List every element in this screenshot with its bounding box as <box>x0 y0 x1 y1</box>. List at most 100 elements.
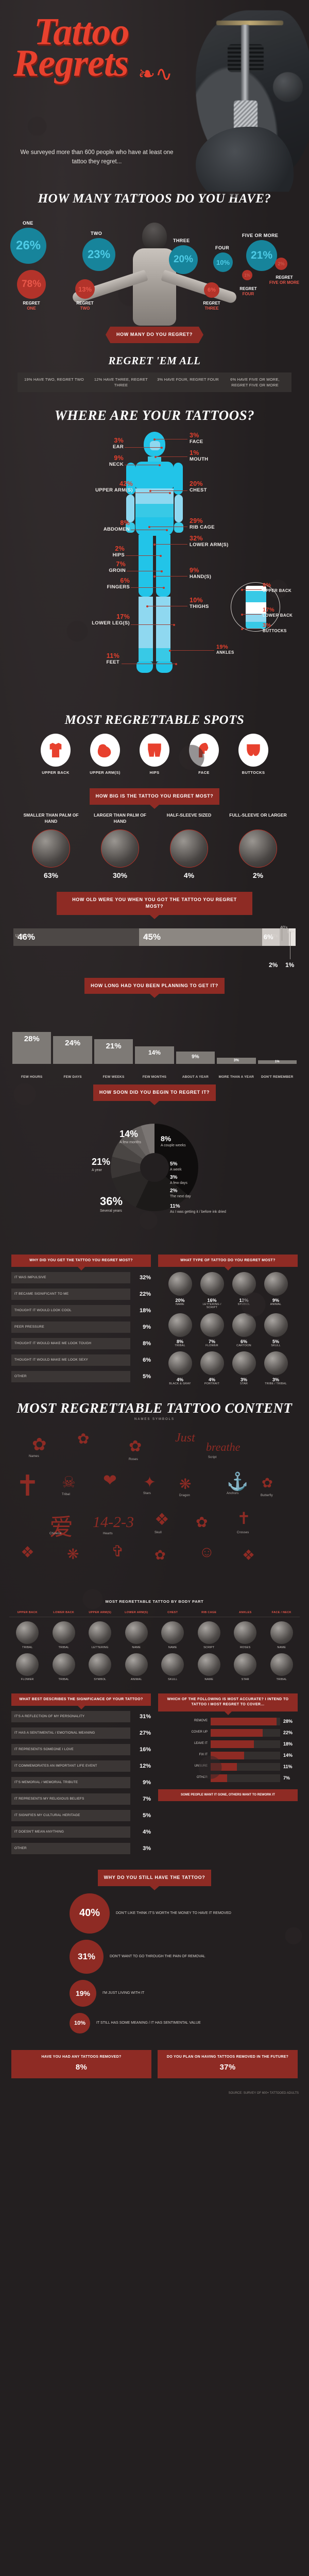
type-cell-3: 9% ANIMAL <box>262 1272 290 1309</box>
regret-all-item-3: 6% HAVE FIVE OR MORE, REGRET FIVE OR MOR… <box>230 377 280 387</box>
where-left-7: 17% LOWER LEG(S) <box>92 613 130 626</box>
bpg-photo <box>197 1653 220 1676</box>
bpg-cell: SYMBOL <box>82 1653 118 1681</box>
size-pct-0: 63% <box>43 871 59 879</box>
art-label-5: Butterfly <box>261 1494 273 1498</box>
spot-label-3: FACE <box>198 770 210 775</box>
why-label-2: THOUGHT IT WOULD LOOK COOL <box>11 1304 130 1316</box>
spot-cell-1: UPPER ARM(S) <box>84 734 126 775</box>
type-name-6: CARTOON <box>236 1344 251 1347</box>
butterfly-art: ✿ <box>262 1476 273 1491</box>
plan-bar-6: 1% DON'T REMEMBER <box>258 1060 297 1079</box>
bpg-cell: STAR <box>227 1653 264 1681</box>
plan-bar-0: 28% FEW HOURS <box>12 1032 52 1079</box>
regret-all-item-1: 12% HAVE THREE, REGRET THREE <box>94 377 148 387</box>
regret-label-3-sub: FOUR <box>242 292 254 297</box>
have-bubble-1: 23% <box>82 238 115 271</box>
why-pct-5: 6% <box>143 1357 151 1363</box>
plan-value-0: 28% <box>24 1035 40 1043</box>
howsoon-banner: HOW SOON DID YOU BEGIN TO REGRET IT? <box>93 1084 216 1101</box>
wo-row-1: COVER UP 22% <box>158 1728 298 1737</box>
bpg-photo <box>125 1621 148 1645</box>
size-pct-3: 2% <box>252 871 264 879</box>
spot-cell-2: HIPS <box>133 734 176 775</box>
describes-heading: WHAT BEST DESCRIBES THE SIGNIFICANCE OF … <box>11 1693 151 1706</box>
where-right-0: 3% FACE <box>190 432 203 445</box>
wo-pct-0: 28% <box>283 1719 293 1724</box>
plan-value-5: 3% <box>233 1059 239 1062</box>
footer-right: DO YOU PLAN ON HAVING TATTOOS REMOVED IN… <box>158 2049 298 2078</box>
most-spots-heading: MOST REGRETTABLE SPOTS <box>64 713 245 727</box>
bpg-photo <box>161 1653 184 1676</box>
bpg-photo <box>52 1653 75 1676</box>
by-body-part-heading: MOST REGRETTABLE TATTOO BY BODY PART <box>105 1599 204 1604</box>
wo-pct-2: 18% <box>283 1741 293 1747</box>
age-tick-1: 20's <box>145 933 152 938</box>
have-label-4: FIVE OR MORE <box>242 233 279 238</box>
desc-pct-2: 16% <box>139 1747 151 1753</box>
type-cell-2: 12% SYMBOL <box>230 1272 258 1309</box>
desc-label-1: IT HAS A SENTIMENTAL / EMOTIONAL MEANING <box>11 1727 130 1739</box>
bpg-photo <box>197 1621 220 1645</box>
head-profile-icon <box>189 734 219 767</box>
bpg-col-0: UPPER BACK <box>17 1611 38 1615</box>
tribal-art: ❖ <box>154 1510 169 1529</box>
feather-art: ❖ <box>21 1544 35 1562</box>
have-label-2: THREE <box>173 238 190 243</box>
bpg-text: ANIMAL <box>130 1678 142 1682</box>
art-label-9: Stars <box>143 1492 151 1496</box>
infographic-page: Tattoo Regrets ❧∿ We surveyed more than … <box>0 0 309 2104</box>
type-cell-10: 3% STAR <box>230 1351 258 1385</box>
whichof-heading: WHICH OF THE FOLLOWING IS MOST ACCURATE?… <box>158 1693 298 1711</box>
age-banner: HOW OLD WERE YOU WHEN YOU GOT THE TATTOO… <box>57 891 252 915</box>
regret-em-all-heading: REGRET 'EM ALL <box>108 354 201 367</box>
age-seg-1: 45% <box>139 928 262 946</box>
bpg-cell: NAME <box>264 1621 300 1649</box>
plan-bar-1: 24% FEW DAYS <box>53 1036 92 1079</box>
plan-label-5: MORE THAN A YEAR <box>218 1075 254 1079</box>
age-tick-3: 40's <box>280 925 288 930</box>
bpg-text: SKULL <box>168 1678 178 1682</box>
buttocks-icon <box>238 734 268 767</box>
regret-label-0-main: REGRET <box>23 301 40 306</box>
where-right-10: 19% ANKLES <box>216 644 234 655</box>
desc-pct-1: 27% <box>139 1730 151 1737</box>
have-bubble-4: 21% <box>246 240 277 271</box>
type-pct-9: 4% <box>208 1377 215 1382</box>
type-photo-5 <box>200 1313 224 1337</box>
wo-label-4: UNSURE <box>194 1765 208 1768</box>
desc-pct-8: 3% <box>143 1845 151 1852</box>
desc-label-7: IT DOESN'T MEAN ANYTHING <box>11 1826 130 1838</box>
desc-label-4: IT'S MEMORIAL / MEMORIAL TRIBUTE <box>11 1777 130 1789</box>
why-label-0: IT WAS IMPULSIVE <box>11 1272 130 1283</box>
bpg-cell: FLOWER <box>9 1653 46 1681</box>
howsoon-donut-chart: 14% A few months 8% A couple weeks 5% A wee… <box>0 1116 309 1245</box>
why-not-text-1: DON'T WANT TO GO THROUGH THE PAIN OF REM… <box>110 1954 205 1958</box>
art-label-7: Skull <box>154 1531 162 1535</box>
bpg-photo <box>161 1621 184 1645</box>
age-tick-2: 30's <box>270 933 278 938</box>
bpg-text: NAME <box>204 1678 214 1682</box>
type-photo-3 <box>264 1272 288 1296</box>
plan-bar-2: 21% FEW WEEKS <box>94 1039 133 1079</box>
desc-pct-3: 12% <box>139 1763 151 1770</box>
regret-label-4-main: REGRET <box>276 275 293 280</box>
have-label-3: FOUR <box>215 245 230 250</box>
planning-banner: HOW LONG HAD YOU BEEN PLANNING TO GET IT… <box>84 977 225 994</box>
describes-whichof-columns: WHAT BEST DESCRIBES THE SIGNIFICANCE OF … <box>11 1693 298 1855</box>
where-right-4: 32% LOWER ARM(S) <box>190 535 229 548</box>
leader-line <box>149 489 187 492</box>
regret-label-2-sub: THREE <box>204 306 219 311</box>
bpg-text: SYMBOL <box>94 1678 107 1682</box>
bpg-photo <box>89 1621 112 1645</box>
wo-row-0: REMOVE 28% <box>158 1717 298 1725</box>
why-label-4: THOUGHT IT WOULD MAKE ME LOOK TOUGH <box>11 1337 130 1349</box>
have-label-1: TWO <box>91 231 102 236</box>
koi-art: ❋ <box>67 1547 79 1563</box>
type-photo-1 <box>200 1272 224 1296</box>
age-seg-0: 46% <box>13 928 139 946</box>
why-not-text-3: IT STILL HAS SOME MEANING / IT HAS SENTI… <box>96 2021 201 2025</box>
how-many-heading: HOW MANY TATTOOS DO YOU HAVE? <box>38 192 271 206</box>
star-art: ✦ <box>143 1474 157 1492</box>
type-name-11: TRIBE / TRIBAL <box>265 1382 287 1385</box>
